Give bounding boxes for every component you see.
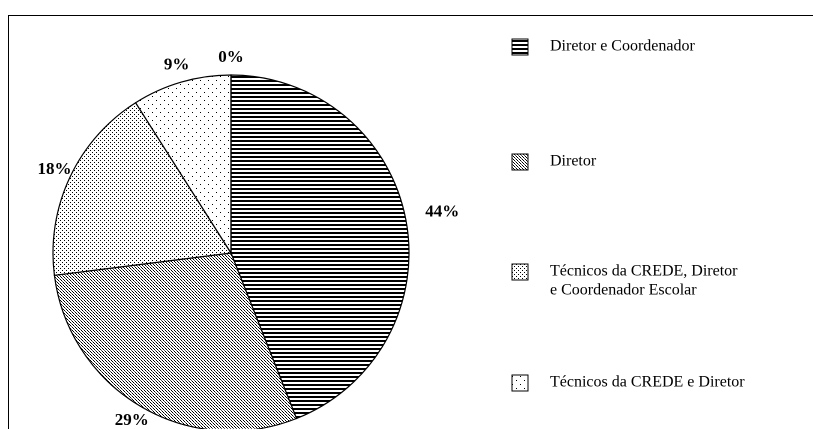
legend-swatch xyxy=(511,38,529,56)
data-label: 44% xyxy=(425,202,459,221)
legend-swatch xyxy=(511,374,529,392)
legend-label: Diretor xyxy=(550,153,597,170)
legend-label: Diretor e Coordenador xyxy=(550,38,696,55)
pie-slice xyxy=(52,101,233,276)
data-label: 29% xyxy=(115,410,149,429)
legend-label: Técnicos da CREDE e Diretor xyxy=(550,374,745,391)
legend-label: Técnicos da CREDE, Diretor xyxy=(550,263,738,280)
frame xyxy=(8,15,813,429)
pie-slice xyxy=(230,74,410,420)
legend-swatch xyxy=(511,263,529,281)
data-label: 9% xyxy=(164,55,190,74)
data-label: 0% xyxy=(218,47,244,66)
data-label: 18% xyxy=(38,159,72,178)
legend-label: e Coordenador Escolar xyxy=(550,282,697,299)
pie-slice xyxy=(134,74,232,256)
legend-swatch xyxy=(511,153,529,171)
